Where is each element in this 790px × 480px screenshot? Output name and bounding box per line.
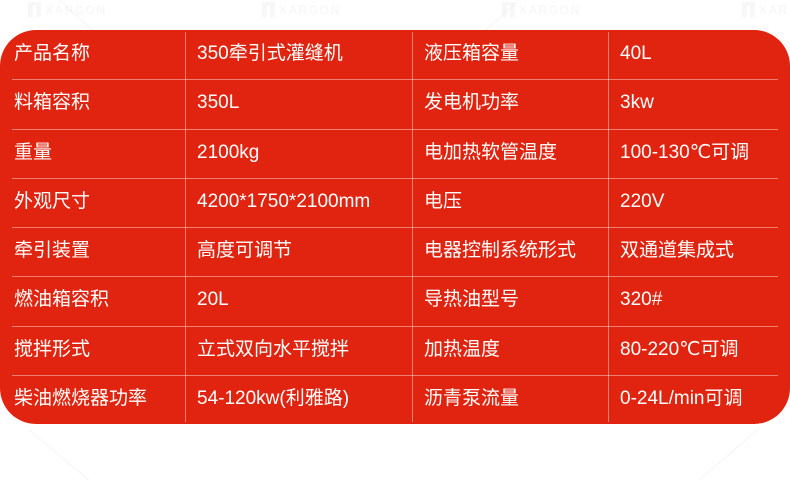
spec-value-right: 双通道集成式 bbox=[608, 227, 790, 277]
spec-value-right: 3kw bbox=[608, 79, 790, 129]
spec-value-left: 54-120kw(利雅路) bbox=[185, 374, 412, 424]
spec-value-left: 立式双向水平搅拌 bbox=[185, 325, 412, 376]
table-row: 产品名称 350牵引式灌缝机 液压箱容量 40L bbox=[0, 30, 790, 80]
spec-value-left: 2100kg bbox=[185, 128, 412, 179]
spec-value-left: 350L bbox=[185, 79, 412, 129]
specification-table: 产品名称 350牵引式灌缝机 液压箱容量 40L 料箱容积 350L 发电机功率 3kw 重量 2… bbox=[0, 30, 790, 424]
xargon-logo-icon bbox=[28, 2, 41, 17]
spec-label-right: 电器控制系统形式 bbox=[412, 227, 608, 277]
table-row: 搅拌形式 立式双向水平搅拌 加热温度 80-220℃可调 bbox=[0, 325, 790, 376]
spec-label-left: 柴油燃烧器功率 bbox=[14, 387, 148, 409]
spec-label-left: 牵引装置 bbox=[14, 240, 91, 262]
spec-value-right: 320# bbox=[608, 276, 790, 326]
spec-value-left: 20L bbox=[185, 276, 412, 326]
table-row: 外观尺寸 4200*1750*2100mm 电压 220V bbox=[0, 177, 790, 228]
spec-value-left: 350牵引式灌缝机 bbox=[185, 30, 412, 80]
xargon-logo-icon bbox=[262, 2, 275, 17]
spec-label-left: 产品名称 bbox=[14, 43, 91, 65]
spec-value-right: 0-24L/min可调 bbox=[608, 374, 790, 424]
xargon-logo-icon bbox=[502, 2, 515, 17]
spec-value-right: 40L bbox=[608, 30, 790, 80]
spec-label-right: 沥青泵流量 bbox=[412, 374, 608, 424]
table-row: 燃油箱容积 20L 导热油型号 320# bbox=[0, 276, 790, 326]
watermark-brand-text: XARGON bbox=[279, 2, 341, 17]
spec-label-right: 导热油型号 bbox=[412, 276, 608, 326]
spec-label-left: 料箱容积 bbox=[14, 92, 91, 114]
watermark-logo: XARGON bbox=[262, 2, 341, 17]
xargon-logo-icon bbox=[742, 2, 755, 17]
watermark-logo: XARGON bbox=[742, 2, 790, 17]
watermark-diagonal-line bbox=[442, 427, 760, 480]
spec-value-left: 4200*1750*2100mm bbox=[185, 177, 412, 228]
spec-value-right: 100-130℃可调 bbox=[608, 128, 790, 179]
watermark-brand-text: XARGON bbox=[759, 2, 790, 17]
table-row: 料箱容积 350L 发电机功率 3kw bbox=[0, 79, 790, 129]
spec-value-right: 80-220℃可调 bbox=[608, 325, 790, 376]
watermark-diagonal-line bbox=[29, 430, 352, 480]
watermark-logo: XARGON bbox=[28, 2, 107, 17]
table-row: 重量 2100kg 电加热软管温度 100-130℃可调 bbox=[0, 128, 790, 179]
spec-label-right: 加热温度 bbox=[412, 325, 608, 376]
spec-label-right: 电加热软管温度 bbox=[412, 128, 608, 179]
watermark-brand-text: XARGON bbox=[45, 2, 107, 17]
spec-value-right: 220V bbox=[608, 177, 790, 228]
watermark-brand-text: XARGON bbox=[519, 2, 581, 17]
spec-label-left: 搅拌形式 bbox=[14, 338, 91, 360]
spec-label-right: 发电机功率 bbox=[412, 79, 608, 129]
spec-label-left: 外观尺寸 bbox=[14, 190, 91, 212]
table-row: 柴油燃烧器功率 54-120kw(利雅路) 沥青泵流量 0-24L/min可调 bbox=[0, 374, 790, 424]
spec-label-left: 重量 bbox=[14, 141, 53, 163]
spec-value-left: 高度可调节 bbox=[185, 227, 412, 277]
spec-label-left: 燃油箱容积 bbox=[14, 289, 110, 311]
watermark-logo: XARGON bbox=[502, 2, 581, 17]
spec-label-right: 电压 bbox=[412, 177, 608, 228]
table-row: 牵引装置 高度可调节 电器控制系统形式 双通道集成式 bbox=[0, 227, 790, 277]
spec-label-right: 液压箱容量 bbox=[412, 30, 608, 80]
